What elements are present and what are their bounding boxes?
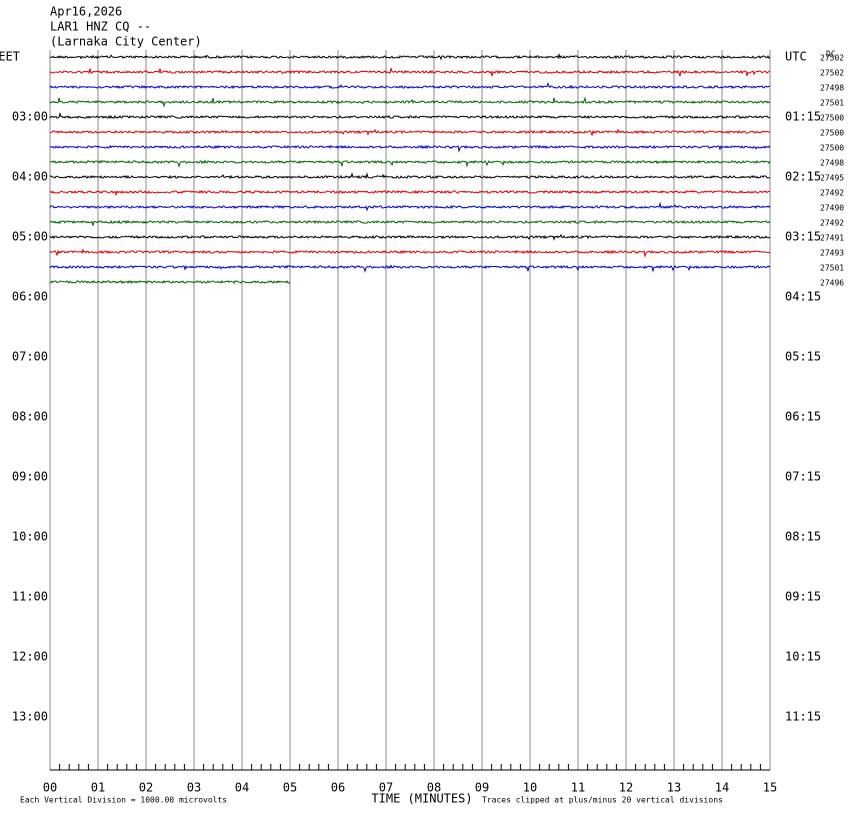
dc-value: 27500	[820, 129, 844, 138]
right-label: 07:15	[785, 470, 821, 484]
dc-value: 27493	[820, 249, 844, 258]
right-label: 08:15	[785, 530, 821, 544]
x-tick-label: 02	[139, 781, 153, 795]
trace	[49, 248, 771, 258]
dc-value: 27490	[820, 204, 844, 213]
left-label: 04:00	[12, 170, 48, 184]
left-label: 08:00	[12, 410, 48, 424]
left-label: 03:00	[12, 110, 48, 124]
right-label: 04:15	[785, 290, 821, 304]
dc-title: DC	[826, 50, 836, 59]
x-tick-label: 08	[427, 781, 441, 795]
dc-value: 27500	[820, 114, 844, 123]
dc-value: 27498	[820, 159, 844, 168]
dc-value: 27495	[820, 174, 844, 183]
x-tick-label: 11	[571, 781, 585, 795]
right-label: 03:15	[785, 230, 821, 244]
station: LAR1 HNZ CQ --	[50, 20, 151, 34]
trace	[49, 67, 771, 77]
dc-value: 27501	[820, 99, 844, 108]
x-tick-label: 14	[715, 781, 729, 795]
x-tick-label: 05	[283, 781, 297, 795]
trace	[49, 159, 771, 169]
right-label: 09:15	[785, 590, 821, 604]
trace	[49, 81, 771, 90]
x-tick-label: 13	[667, 781, 681, 795]
dc-value: 27496	[820, 279, 844, 288]
x-tick-label: 15	[763, 781, 777, 795]
dc-value: 27501	[820, 264, 844, 273]
x-tick-label: 00	[43, 781, 57, 795]
x-tick-label: 03	[187, 781, 201, 795]
dc-value: 27500	[820, 144, 844, 153]
left-label: 07:00	[12, 350, 48, 364]
location: (Larnaka City Center)	[50, 35, 202, 49]
dc-value: 27502	[820, 54, 844, 63]
x-tick-label: 06	[331, 781, 345, 795]
date: Apr16,2026	[50, 5, 122, 19]
trace	[49, 144, 771, 153]
trace	[49, 96, 771, 108]
trace	[49, 219, 771, 226]
dc-value: 27502	[820, 69, 844, 78]
right-title: UTC	[785, 50, 807, 64]
trace	[50, 128, 771, 137]
right-label: 02:15	[785, 170, 821, 184]
trace	[49, 264, 771, 274]
right-label: 05:15	[785, 350, 821, 364]
x-tick-label: 07	[379, 781, 393, 795]
left-label: 06:00	[12, 290, 48, 304]
trace	[49, 111, 771, 120]
trace	[49, 201, 771, 212]
left-label: 13:00	[12, 710, 48, 724]
x-tick-label: 12	[619, 781, 633, 795]
right-label: 11:15	[785, 710, 821, 724]
x-tick-label: 04	[235, 781, 249, 795]
trace	[49, 189, 771, 197]
right-label: 06:15	[785, 410, 821, 424]
x-tick-label: 09	[475, 781, 489, 795]
scale-note: Each Vertical Division = 1000.00 microvo…	[20, 796, 227, 805]
x-axis-title: TIME (MINUTES)	[371, 792, 472, 806]
trace	[50, 52, 771, 61]
left-label: 09:00	[12, 470, 48, 484]
dc-value: 27492	[820, 219, 844, 228]
clip-note: Traces clipped at plus/minus 20 vertical…	[482, 796, 723, 805]
left-title: EET	[0, 50, 20, 64]
dc-value: 27498	[820, 84, 844, 93]
left-label: 05:00	[12, 230, 48, 244]
left-label: 10:00	[12, 530, 48, 544]
x-tick-label: 01	[91, 781, 105, 795]
trace	[49, 233, 771, 241]
right-label: 01:15	[785, 110, 821, 124]
left-label: 11:00	[12, 590, 48, 604]
trace	[49, 279, 291, 285]
left-label: 12:00	[12, 650, 48, 664]
dc-value: 27491	[820, 234, 844, 243]
trace	[49, 172, 771, 180]
x-tick-label: 10	[523, 781, 537, 795]
dc-value: 27492	[820, 189, 844, 198]
right-label: 10:15	[785, 650, 821, 664]
